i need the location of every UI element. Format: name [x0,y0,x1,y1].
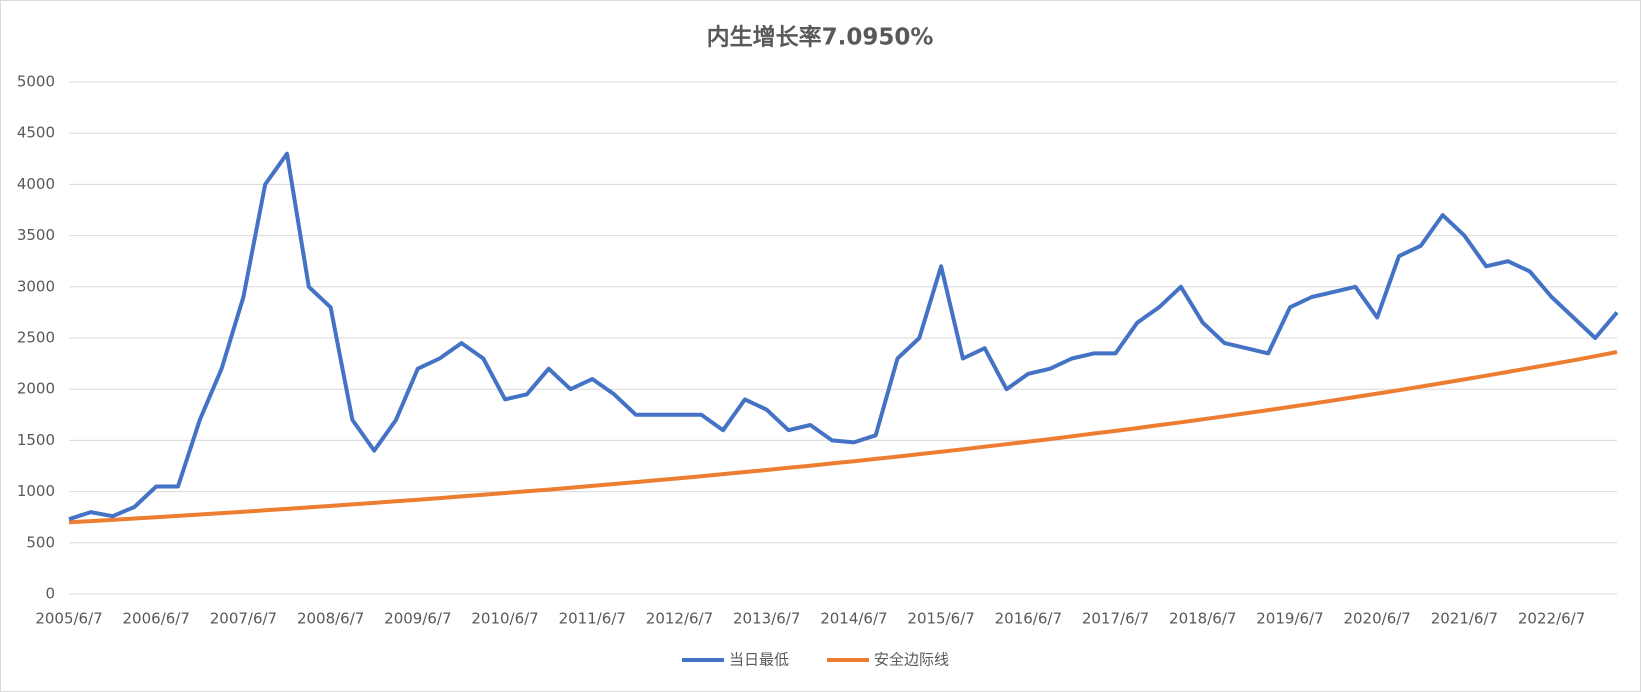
y-tick-label: 2500 [17,329,55,347]
series-line [68,350,1618,525]
x-tick-label: 2006/6/7 [123,610,190,628]
y-tick-label: 4000 [17,175,55,193]
x-tick-label: 2018/6/7 [1169,610,1236,628]
y-tick-label: 500 [26,533,55,551]
y-tick-label: 5000 [17,73,55,91]
x-tick-label: 2020/6/7 [1343,610,1410,628]
legend-label: 当日最低 [729,651,789,669]
x-tick-label: 2012/6/7 [646,610,713,628]
x-tick-label: 2016/6/7 [995,610,1062,628]
x-tick-label: 2015/6/7 [907,610,974,628]
y-tick-label: 2000 [17,380,55,398]
x-tick-label: 2013/6/7 [733,610,800,628]
y-tick-label: 1000 [17,482,55,500]
x-tick-label: 2009/6/7 [384,610,451,628]
x-tick-label: 2007/6/7 [210,610,277,628]
series-line [68,151,1619,522]
chart-title: 内生增长率7.0950% [707,24,934,51]
x-tick-label: 2010/6/7 [471,610,538,628]
x-tick-label: 2017/6/7 [1082,610,1149,628]
y-tick-label: 3500 [17,226,55,244]
y-tick-label: 4500 [17,124,55,142]
y-tick-label: 0 [45,585,55,603]
y-tick-label: 3000 [17,277,55,295]
x-tick-label: 2019/6/7 [1256,610,1323,628]
x-tick-label: 2011/6/7 [559,610,626,628]
x-tick-label: 2014/6/7 [820,610,887,628]
x-tick-label: 2021/6/7 [1431,610,1498,628]
x-tick-label: 2022/6/7 [1518,610,1585,628]
y-tick-label: 1500 [17,431,55,449]
x-tick-label: 2008/6/7 [297,610,364,628]
x-tick-label: 2005/6/7 [35,610,102,628]
legend-label: 安全边际线 [874,651,949,669]
